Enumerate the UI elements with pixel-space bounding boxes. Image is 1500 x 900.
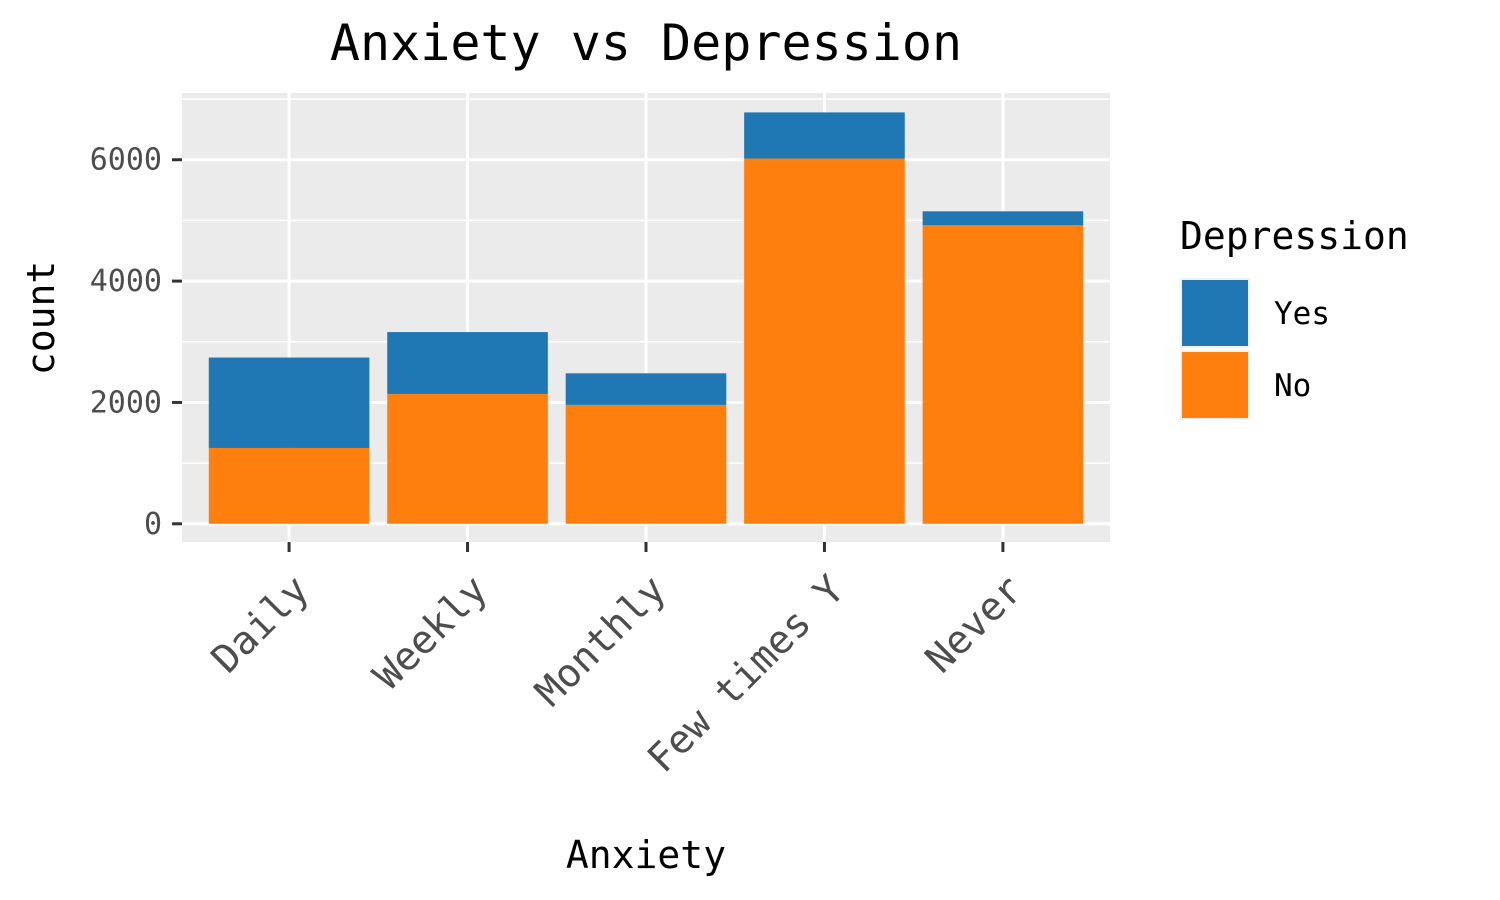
x-tick-label: Weekly — [365, 567, 496, 698]
legend-label-yes: Yes — [1274, 296, 1330, 332]
y-tick-label: 2000 — [90, 385, 162, 420]
y-tick-label: 6000 — [90, 143, 162, 178]
bars — [208, 112, 1084, 524]
chart-title: Anxiety vs Depression — [330, 14, 962, 72]
y-axis: 0 2000 4000 6000 — [90, 143, 182, 542]
bar-no-2 — [565, 404, 727, 524]
legend: Depression Yes No — [1180, 214, 1409, 420]
x-tick-label: Monthly — [527, 567, 675, 715]
legend-title: Depression — [1180, 214, 1409, 258]
legend-swatch-yes — [1182, 280, 1248, 346]
bar-yes-2 — [565, 373, 727, 405]
x-axis-title: Anxiety — [566, 833, 726, 877]
legend-swatch-no — [1182, 352, 1248, 418]
y-tick-label: 4000 — [90, 264, 162, 299]
bar-no-1 — [387, 393, 548, 524]
x-tick-label: Daily — [203, 567, 318, 682]
x-tick-label: Never — [917, 567, 1032, 682]
bar-yes-1 — [387, 332, 548, 394]
bar-yes-4 — [922, 211, 1084, 226]
bar-yes-3 — [744, 112, 905, 159]
bar-yes-0 — [208, 357, 370, 448]
legend-label-no: No — [1274, 368, 1311, 404]
y-tick-label: 0 — [144, 507, 162, 542]
bar-no-4 — [922, 225, 1084, 524]
y-axis-title: count — [19, 261, 63, 375]
bar-no-0 — [208, 447, 370, 524]
bar-no-3 — [744, 158, 905, 524]
